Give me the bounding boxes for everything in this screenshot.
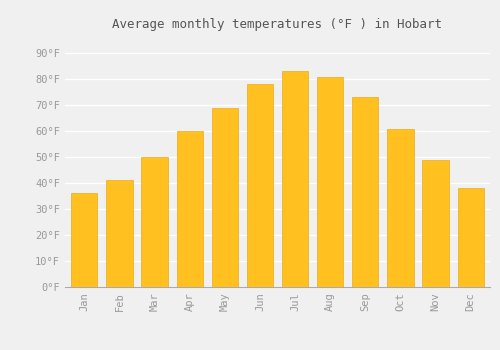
Bar — [352, 97, 378, 287]
Bar — [458, 188, 484, 287]
Bar — [317, 77, 344, 287]
Bar — [142, 157, 168, 287]
Bar — [247, 84, 273, 287]
Bar — [176, 131, 203, 287]
Title: Average monthly temperatures (°F ) in Hobart: Average monthly temperatures (°F ) in Ho… — [112, 18, 442, 31]
Bar — [422, 160, 448, 287]
Bar — [71, 194, 98, 287]
Bar — [212, 108, 238, 287]
Bar — [106, 181, 132, 287]
Bar — [282, 71, 308, 287]
Bar — [388, 128, 413, 287]
